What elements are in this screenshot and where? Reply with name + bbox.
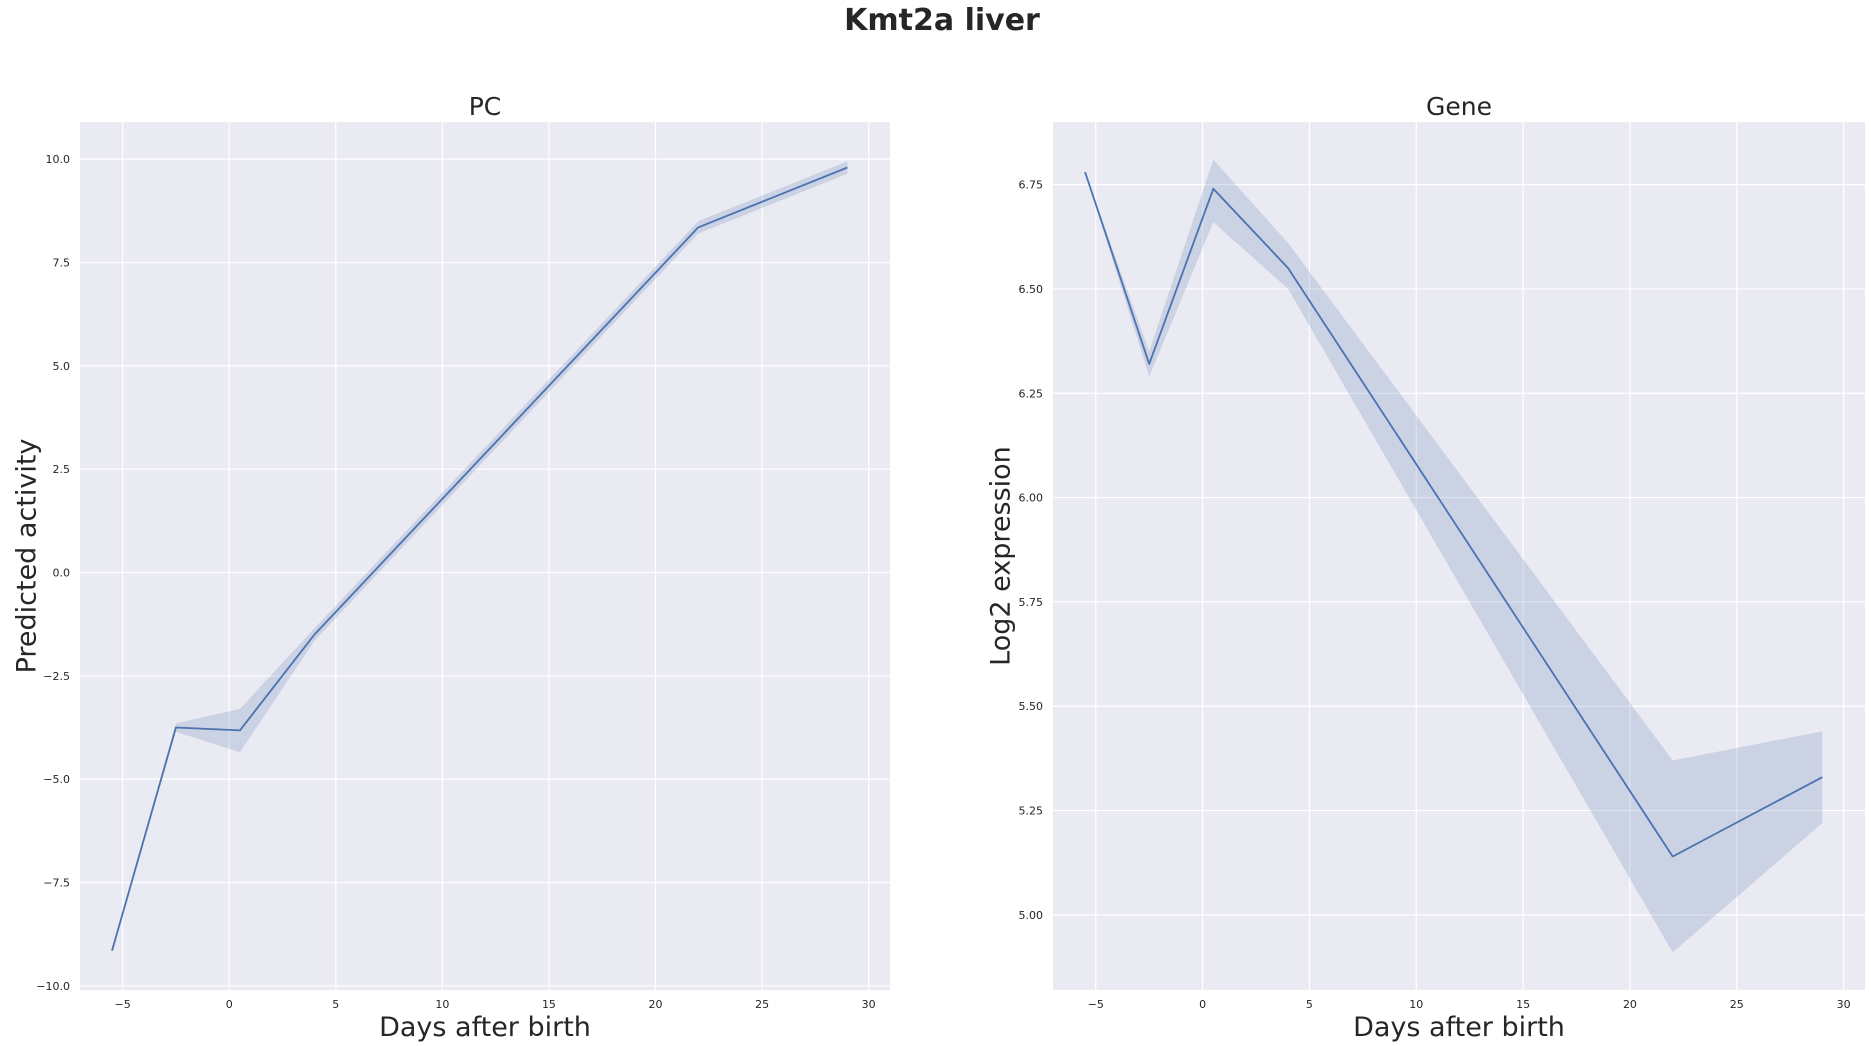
- pc-x-axis-label: Days after birth: [379, 1012, 591, 1043]
- pc-x-tick-label: 30: [862, 998, 876, 1011]
- gene-x-tick-label: 25: [1730, 998, 1744, 1011]
- pc-series-line: [111, 166, 848, 951]
- gene-x-tick-label: 15: [1516, 998, 1530, 1011]
- pc-x-tick-label: 25: [755, 998, 769, 1011]
- gene-y-tick-label: 5.00: [1019, 909, 1044, 922]
- figure-title: Kmt2a liver: [844, 3, 1040, 38]
- pc-y-tick-label: −7.5: [43, 877, 70, 890]
- pc-y-tick-label: 0.0: [53, 567, 71, 580]
- gene-y-tick-label: 6.25: [1019, 387, 1044, 400]
- pc-chart-title: PC: [469, 92, 502, 121]
- pc-y-tick-label: −5.0: [43, 773, 70, 786]
- pc-y-tick-label: −10.0: [36, 980, 70, 993]
- gene-y-tick-label: 6.75: [1019, 179, 1044, 192]
- gene-x-tick-label: 30: [1837, 998, 1851, 1011]
- pc-chart: −5 0 5 10 15 20 25 30 −10.0 −7.5 −5.0 −2.5 0.0 2.5 5.0…: [12, 92, 890, 1043]
- gene-y-tick-label: 6.50: [1019, 283, 1044, 296]
- gene-x-tick-label: 20: [1623, 998, 1637, 1011]
- pc-x-tick-label: 5: [332, 998, 339, 1011]
- gene-x-tick-label: 10: [1409, 998, 1423, 1011]
- gene-x-tick-label: 0: [1199, 998, 1206, 1011]
- gene-x-tick-label: 5: [1306, 998, 1313, 1011]
- gene-chart: −5 0 5 10 15 20 25 30 5.00 5.25 5.50 5.75 6.00 6.25 6.…: [986, 92, 1865, 1043]
- pc-y-tick-label: −2.5: [43, 670, 70, 683]
- gene-chart-title: Gene: [1426, 92, 1492, 121]
- gene-x-axis-label: Days after birth: [1353, 1012, 1565, 1043]
- gene-plot-area: [1053, 122, 1865, 990]
- pc-y-tick-label: 7.5: [53, 257, 71, 270]
- gene-confidence-band: [1085, 159, 1823, 953]
- pc-x-tick-label: 15: [542, 998, 556, 1011]
- pc-y-tick-label: 2.5: [53, 463, 71, 476]
- gene-y-axis-label: Log2 expression: [986, 446, 1017, 666]
- pc-x-tick-label: 20: [649, 998, 663, 1011]
- gene-y-tick-label: 6.00: [1019, 492, 1044, 505]
- pc-x-tick-label: 0: [226, 998, 233, 1011]
- pc-y-axis-label: Predicted activity: [12, 439, 43, 674]
- gene-y-tick-label: 5.75: [1019, 596, 1044, 609]
- pc-x-tick-label: 10: [435, 998, 449, 1011]
- pc-y-tick-label: 5.0: [53, 360, 71, 373]
- gene-x-tick-label: −5: [1088, 998, 1104, 1011]
- pc-x-tick-label: −5: [115, 998, 131, 1011]
- gene-series-line: [1084, 171, 1823, 858]
- gene-y-tick-label: 5.50: [1019, 700, 1044, 713]
- pc-y-tick-label: 10.0: [46, 153, 71, 166]
- gene-y-tick-label: 5.25: [1019, 805, 1044, 818]
- pc-plot-area: [80, 122, 890, 990]
